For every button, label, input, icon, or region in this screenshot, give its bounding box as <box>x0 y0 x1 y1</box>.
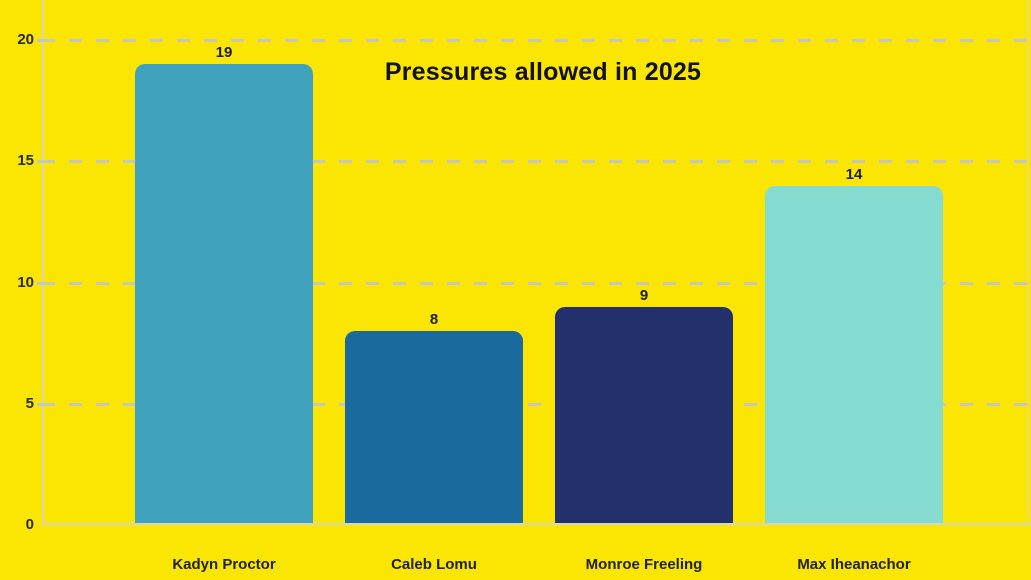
gridline-y-20 <box>42 39 1031 42</box>
y-axis-label-5: 5 <box>25 394 34 412</box>
x-axis-label-monroe-freeling: Monroe Freeling <box>585 556 703 573</box>
y-tick-5 <box>37 402 46 406</box>
gridline-y-15 <box>42 160 1031 164</box>
bar-value-label: 9 <box>639 286 649 304</box>
y-axis-label-0: 0 <box>25 516 34 533</box>
plot-area <box>42 0 1031 525</box>
bar-caleb-lomu <box>345 331 523 523</box>
x-axis-label-kadyn-proctor: Kadyn Proctor <box>172 556 276 573</box>
plot-right-border <box>1027 0 1029 525</box>
bar-kadyn-proctor <box>135 64 313 523</box>
y-axis-label-15: 15 <box>17 152 34 170</box>
y-axis-label-10: 10 <box>17 273 34 291</box>
chart-title: Pressures allowed in 2025 <box>384 58 702 86</box>
bar-monroe-freeling <box>555 306 733 523</box>
y-tick-15 <box>37 160 46 164</box>
bar-max-iheanachor <box>765 185 943 523</box>
y-tick-20 <box>37 39 46 42</box>
bar-value-label: 8 <box>429 311 439 328</box>
x-axis-label-max-iheanachor: Max Iheanachor <box>797 556 911 573</box>
x-axis-label-caleb-lomu: Caleb Lomu <box>391 556 477 573</box>
y-tick-10 <box>37 281 46 285</box>
y-axis-label-20: 20 <box>17 31 34 48</box>
gridline-y-5 <box>42 402 1031 406</box>
gridline-y-10 <box>42 281 1031 285</box>
bar-value-label: 14 <box>845 165 863 183</box>
bar-value-label: 19 <box>215 44 233 62</box>
